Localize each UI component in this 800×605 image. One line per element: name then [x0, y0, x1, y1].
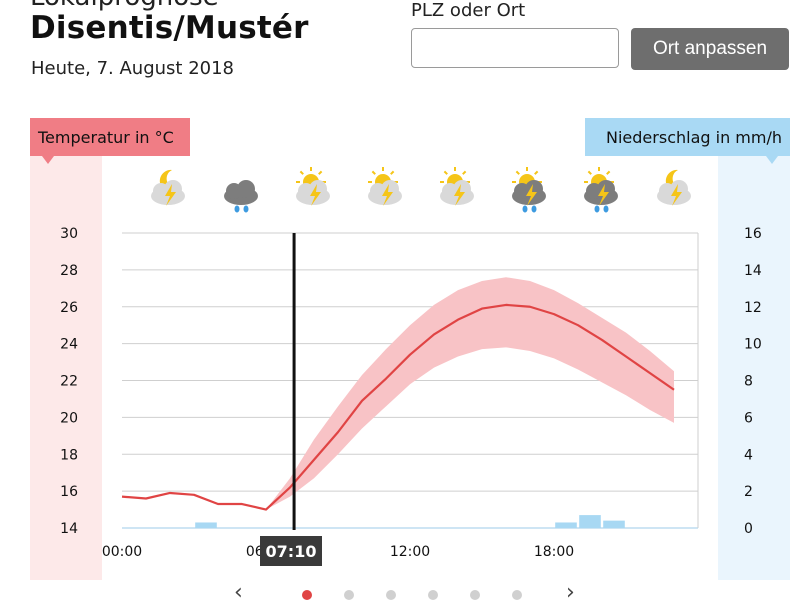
- y-right-tick-label: 4: [744, 447, 753, 463]
- thunder-sun-cloud-icon: [296, 167, 330, 206]
- precipitation-bar: [195, 522, 217, 528]
- precipitation-bar: [579, 515, 601, 528]
- thunder-night-cloud-icon: [657, 169, 691, 206]
- thunder-night-cloud-icon: [151, 169, 185, 206]
- precipitation-bar: [603, 520, 625, 528]
- x-tick-label: 00:00: [102, 544, 142, 560]
- chevron-right-icon[interactable]: ›: [566, 580, 575, 605]
- chevron-left-icon[interactable]: ‹: [234, 580, 243, 605]
- forecast-date: Heute, 7. August 2018: [31, 58, 235, 79]
- current-time-badge[interactable]: 07:10: [260, 536, 322, 566]
- pager-dot[interactable]: [302, 590, 312, 600]
- pager-dot[interactable]: [344, 590, 354, 600]
- temperature-line: [121, 303, 675, 511]
- temperature-legend-label: Temperatur in °C: [38, 127, 174, 147]
- precipitation-bar: [555, 522, 577, 528]
- pager-dot[interactable]: [470, 590, 480, 600]
- temperature-range-band: [122, 277, 674, 510]
- y-right-tick-label: 12: [744, 300, 762, 316]
- y-right-tick-label: 2: [744, 484, 753, 500]
- pager-dot[interactable]: [386, 590, 396, 600]
- y-right-tick-label: 0: [744, 521, 753, 537]
- location-search-input[interactable]: [411, 28, 619, 68]
- y-right-tick-label: 16: [744, 226, 762, 242]
- precipitation-legend-label: Niederschlag in mm/h: [606, 127, 782, 147]
- y-left-tick-label: 30: [60, 226, 78, 242]
- y-right-tick-label: 10: [744, 337, 762, 353]
- search-label: PLZ oder Ort: [411, 0, 526, 21]
- thunder-rain-sun-icon: [512, 167, 546, 213]
- temperature-legend-tab: Temperatur in °C: [30, 118, 190, 164]
- thunder-sun-cloud-icon: [368, 167, 402, 206]
- thunder-rain-sun-icon: [584, 167, 618, 213]
- y-right-tick-label: 6: [744, 410, 753, 426]
- cloud-rain-icon: [224, 180, 258, 213]
- y-left-tick-label: 16: [60, 484, 78, 500]
- y-left-tick-label: 26: [60, 300, 78, 316]
- temperature-axis-band: [30, 155, 102, 580]
- y-left-tick-label: 18: [60, 447, 78, 463]
- x-tick-label: 12:00: [390, 544, 430, 560]
- y-left-tick-label: 24: [60, 337, 78, 353]
- location-title: Disentis/Mustér: [30, 10, 309, 46]
- pager-dot[interactable]: [428, 590, 438, 600]
- y-left-tick-label: 28: [60, 263, 78, 279]
- y-left-tick-label: 22: [60, 374, 78, 390]
- y-right-tick-label: 8: [744, 374, 753, 390]
- precipitation-legend-tab: Niederschlag in mm/h: [585, 118, 790, 164]
- change-location-button[interactable]: Ort anpassen: [631, 28, 789, 70]
- y-left-tick-label: 14: [60, 521, 78, 537]
- precipitation-axis-band: [718, 155, 790, 580]
- x-tick-label: 18:00: [534, 544, 574, 560]
- page-heading: Lokalprognose: [30, 0, 219, 12]
- y-left-tick-label: 20: [60, 410, 78, 426]
- pager-dot[interactable]: [512, 590, 522, 600]
- y-right-tick-label: 14: [744, 263, 762, 279]
- thunder-sun-cloud-icon: [440, 167, 474, 206]
